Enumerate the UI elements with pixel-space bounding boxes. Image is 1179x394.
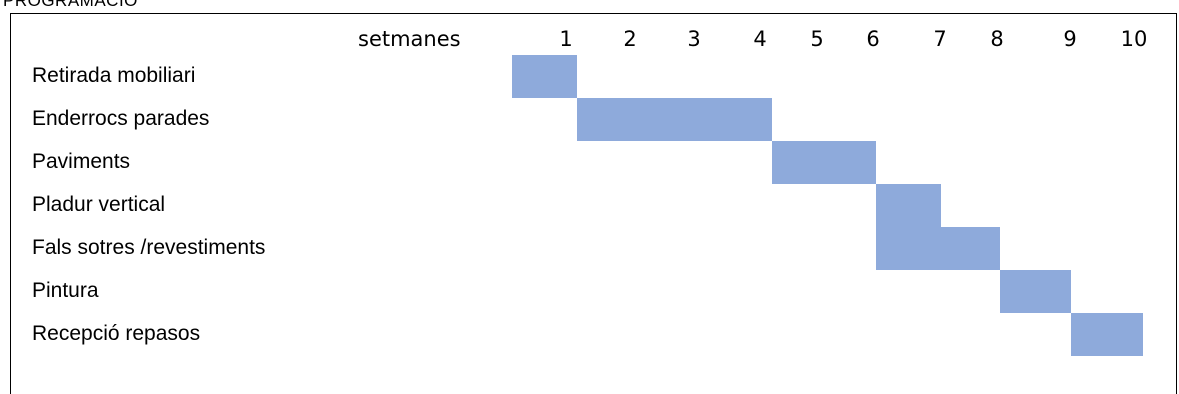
week-label-2: 2 [623, 27, 637, 51]
task-label: Paviments [32, 150, 131, 173]
gantt-bar [577, 98, 772, 141]
week-label-9: 9 [1063, 27, 1077, 51]
weeks-header-label: setmanes [358, 27, 461, 51]
week-label-4: 4 [753, 27, 767, 51]
gantt-bar [1071, 313, 1143, 356]
task-label: Pladur vertical [32, 193, 166, 216]
gantt-bar [772, 141, 876, 184]
week-label-5: 5 [810, 27, 824, 51]
page-title: PROGRAMACIÓ [3, 0, 138, 10]
week-label-1: 1 [559, 27, 573, 51]
week-label-10: 10 [1120, 27, 1148, 51]
task-label: Enderrocs parades [32, 107, 210, 130]
week-label-8: 8 [990, 27, 1004, 51]
gantt-bar [999, 270, 1071, 313]
task-label: Recepció repasos [32, 322, 201, 345]
chart-frame [10, 13, 1177, 394]
task-label: Pintura [32, 279, 99, 302]
week-label-6: 6 [866, 27, 880, 51]
week-label-7: 7 [933, 27, 947, 51]
gantt-bar [876, 227, 1000, 270]
week-label-3: 3 [687, 27, 701, 51]
task-label: Retirada mobiliari [32, 64, 196, 87]
gantt-bar [876, 184, 941, 227]
task-label: Fals sotres /revestiments [32, 236, 266, 259]
gantt-bar [512, 55, 577, 98]
